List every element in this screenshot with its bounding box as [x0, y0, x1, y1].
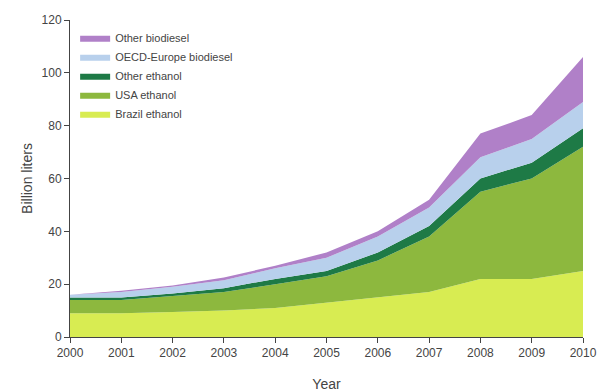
svg-text:2002: 2002 — [159, 346, 186, 360]
svg-text:0: 0 — [55, 330, 62, 344]
svg-text:Billion liters: Billion liters — [19, 143, 35, 214]
svg-text:2000: 2000 — [57, 346, 84, 360]
svg-text:2003: 2003 — [211, 346, 238, 360]
svg-text:Other biodiesel: Other biodiesel — [115, 32, 189, 44]
svg-text:100: 100 — [42, 66, 62, 80]
svg-text:2009: 2009 — [518, 346, 545, 360]
svg-text:Brazil ethanol: Brazil ethanol — [115, 108, 182, 120]
svg-text:2005: 2005 — [313, 346, 340, 360]
svg-text:OECD-Europe biodiesel: OECD-Europe biodiesel — [115, 51, 232, 63]
svg-text:40: 40 — [48, 225, 62, 239]
svg-text:120: 120 — [42, 13, 62, 27]
svg-text:USA ethanol: USA ethanol — [115, 89, 176, 101]
svg-text:60: 60 — [48, 172, 62, 186]
svg-text:2004: 2004 — [262, 346, 289, 360]
svg-text:2010: 2010 — [570, 346, 597, 360]
svg-text:20: 20 — [48, 277, 62, 291]
svg-text:2008: 2008 — [467, 346, 494, 360]
svg-text:2006: 2006 — [364, 346, 391, 360]
svg-text:2001: 2001 — [108, 346, 135, 360]
svg-text:Other ethanol: Other ethanol — [115, 70, 182, 82]
svg-text:80: 80 — [48, 119, 62, 133]
svg-text:Year: Year — [312, 376, 341, 392]
svg-text:2007: 2007 — [416, 346, 443, 360]
